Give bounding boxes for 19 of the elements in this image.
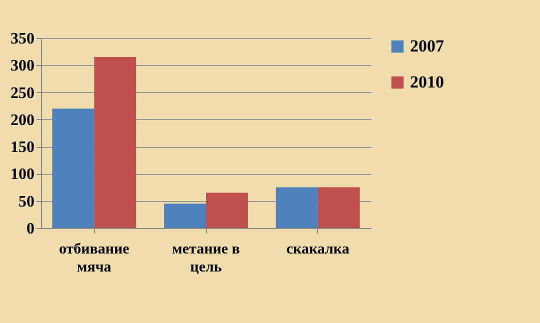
bar — [52, 108, 94, 228]
legend-label: 2010 — [410, 72, 444, 92]
x-tick-label: метание в цель — [172, 242, 240, 276]
y-tick-label: 50 — [18, 193, 34, 210]
legend-label: 2007 — [410, 36, 444, 56]
y-tick-label: 100 — [10, 166, 34, 184]
bar — [276, 187, 318, 228]
y-tick-label: 250 — [10, 84, 34, 102]
bar — [94, 57, 136, 228]
y-tick-label: 150 — [10, 139, 34, 156]
y-tick-label: 0 — [26, 220, 34, 238]
y-tick-label: 350 — [10, 30, 34, 48]
bar — [318, 187, 360, 228]
y-tick-label: 200 — [10, 112, 34, 129]
x-tick-label: скакалка — [286, 242, 350, 258]
x-tick-label: отбивание мяча — [58, 242, 130, 276]
y-tick-label: 300 — [10, 58, 34, 75]
bar — [164, 204, 206, 228]
bar — [206, 192, 248, 228]
